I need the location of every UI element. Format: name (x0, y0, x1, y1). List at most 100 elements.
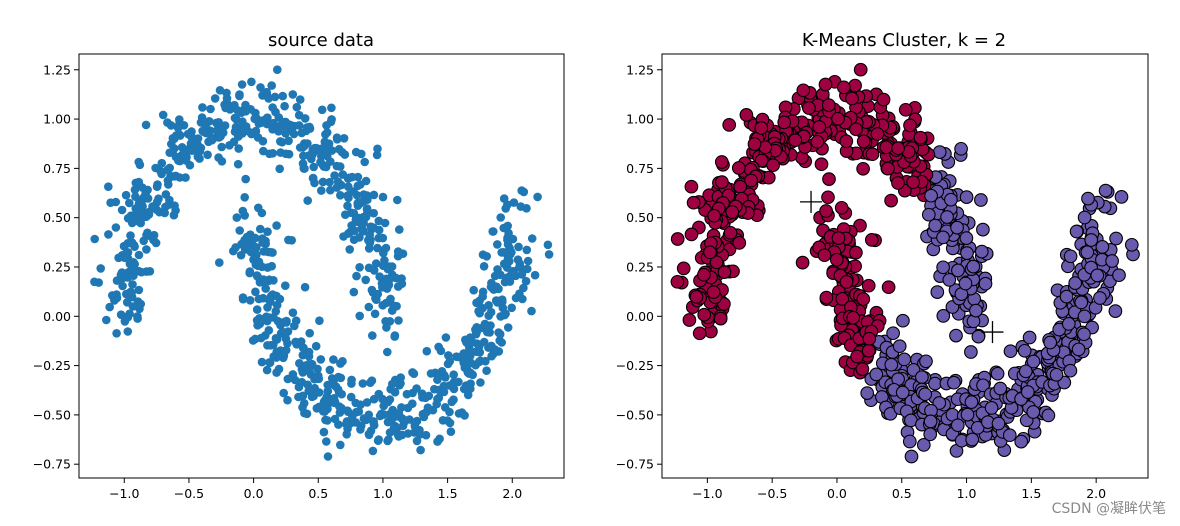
data-point (517, 186, 526, 195)
data-point (409, 369, 419, 379)
clustered-point (670, 232, 685, 246)
clustered-point (1124, 237, 1139, 252)
data-point (310, 374, 319, 384)
data-point (298, 368, 308, 377)
clustered-point (906, 175, 920, 190)
data-point (436, 346, 446, 356)
clustered-point (861, 278, 876, 293)
clustered-point (1049, 367, 1064, 382)
clustered-point (1077, 210, 1092, 225)
data-point (368, 331, 377, 340)
data-point (421, 430, 431, 440)
data-point (343, 191, 352, 200)
clustered-point (1105, 254, 1119, 268)
clustered-point (848, 78, 862, 93)
clustered-point (950, 418, 965, 433)
data-point (252, 305, 262, 314)
data-point (281, 281, 290, 291)
data-point (384, 435, 393, 444)
clustered-point (936, 230, 950, 245)
clustered-point (839, 275, 854, 289)
data-point (332, 161, 342, 171)
data-point (215, 258, 224, 267)
clustered-point (1114, 190, 1129, 204)
clustered-point (969, 303, 983, 318)
data-point (507, 303, 516, 313)
y-tick-label: −0.75 (616, 457, 654, 472)
clustered-point (714, 155, 729, 169)
clustered-point (810, 134, 825, 149)
data-point (482, 366, 491, 376)
data-point (498, 303, 508, 313)
data-point (166, 121, 176, 130)
data-point (368, 446, 378, 456)
data-point (395, 225, 404, 234)
data-point (233, 159, 243, 169)
data-point (151, 163, 160, 173)
data-point (231, 243, 240, 252)
clustered-point (891, 176, 905, 190)
plot-frame (78, 53, 565, 479)
data-point (163, 165, 172, 175)
data-point (327, 115, 336, 124)
data-point (123, 327, 133, 336)
data-point (527, 234, 537, 243)
data-point (125, 198, 134, 208)
data-point (278, 91, 288, 101)
data-point (487, 278, 496, 288)
data-point (325, 365, 335, 375)
data-point (295, 95, 305, 104)
clustered-point (834, 200, 849, 215)
data-point (340, 150, 350, 159)
data-point (337, 389, 347, 399)
data-point (210, 94, 220, 103)
data-point (493, 298, 502, 307)
clustered-point (862, 331, 877, 346)
data-point (503, 221, 512, 231)
data-point (355, 233, 364, 242)
clustered-point (692, 326, 707, 341)
data-point (347, 221, 356, 230)
data-point (320, 147, 330, 157)
clustered-point (954, 141, 968, 156)
data-point (284, 136, 293, 146)
clustered-point (802, 101, 816, 115)
data-point (362, 398, 372, 407)
y-tick-label: 0.00 (626, 309, 654, 324)
data-point (273, 65, 282, 74)
data-point (385, 275, 394, 284)
data-point (292, 102, 302, 112)
data-point (426, 369, 436, 378)
clustered-point (855, 362, 870, 376)
clustered-point (904, 449, 919, 464)
data-point (106, 198, 115, 207)
data-point (163, 176, 173, 185)
data-point (339, 134, 349, 143)
clustered-point (923, 427, 938, 442)
data-point (338, 170, 348, 179)
data-point (332, 133, 342, 142)
clustered-point (916, 438, 931, 452)
data-point (173, 123, 183, 133)
clustered-point (732, 236, 747, 250)
clustered-point (881, 280, 896, 295)
data-point (454, 377, 463, 387)
data-point (351, 147, 361, 157)
data-point (187, 132, 196, 142)
clustered-point (881, 161, 895, 176)
data-point (383, 417, 393, 427)
data-point (254, 294, 264, 304)
clustered-point (814, 157, 829, 172)
clustered-point (717, 265, 732, 280)
data-point (232, 213, 242, 222)
data-point (475, 348, 485, 357)
clustered-point (884, 357, 899, 372)
subplot-source-data: source data −1.0 −0.5 0.0 0.5 1.0 1.5 2.0 −0.7… (33, 30, 565, 501)
data-point (258, 136, 268, 146)
data-point (322, 121, 331, 130)
data-point (476, 378, 485, 387)
data-point (533, 192, 542, 202)
clustered-point (733, 179, 748, 194)
clustered-point (892, 339, 907, 354)
clustered-point (856, 292, 871, 306)
